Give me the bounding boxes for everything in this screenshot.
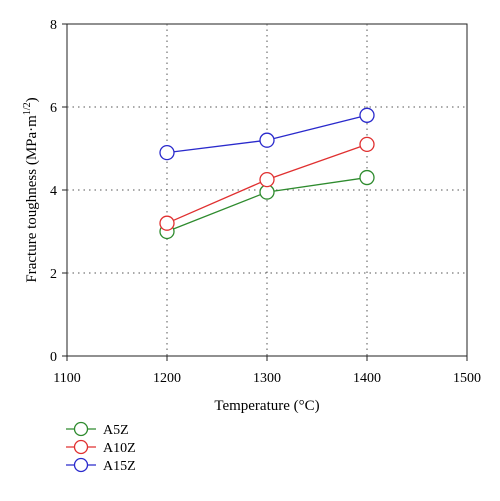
legend: A5Z A10Z A15Z bbox=[66, 421, 136, 474]
series-a10z bbox=[159, 136, 375, 231]
legend-item: A15Z bbox=[66, 457, 136, 474]
y-axis-label: Fracture toughness (MPa·m1/2) bbox=[22, 97, 40, 282]
y-axis-label-superscript: 1/2 bbox=[22, 102, 33, 115]
x-axis-ticks: 1100 1200 1300 1400 1500 bbox=[53, 356, 481, 386]
y-tick-label: 8 bbox=[50, 18, 57, 33]
legend-item: A5Z bbox=[66, 421, 129, 438]
y-tick-label: 6 bbox=[50, 101, 57, 116]
y-tick-label: 4 bbox=[50, 184, 57, 199]
data-point bbox=[359, 107, 375, 123]
x-tick-label: 1300 bbox=[253, 371, 281, 386]
series-layer bbox=[159, 107, 375, 240]
data-point bbox=[259, 171, 275, 188]
y-tick-label: 2 bbox=[50, 267, 57, 282]
y-axis-label-tail: ) bbox=[24, 97, 40, 102]
x-axis-label: Temperature (°C) bbox=[214, 398, 319, 414]
legend-item: A10Z bbox=[66, 439, 136, 456]
legend-label: A10Z bbox=[103, 441, 136, 456]
series-a15z bbox=[159, 107, 375, 161]
legend-marker bbox=[73, 439, 89, 455]
data-point bbox=[359, 169, 375, 186]
data-point bbox=[159, 215, 175, 231]
legend-label: A5Z bbox=[103, 423, 129, 438]
legend-label: A15Z bbox=[103, 459, 136, 474]
data-point bbox=[359, 136, 375, 153]
x-tick-label: 1200 bbox=[153, 371, 181, 386]
data-point bbox=[259, 132, 275, 148]
y-axis-ticks: 0 2 4 6 8 bbox=[50, 18, 67, 365]
data-point bbox=[159, 144, 175, 161]
legend-marker bbox=[73, 421, 89, 437]
legend-marker bbox=[73, 457, 89, 473]
y-tick-label: 0 bbox=[50, 350, 57, 365]
x-tick-label: 1500 bbox=[453, 371, 481, 386]
y-axis-label-main: Fracture toughness (MPa·m bbox=[24, 115, 40, 283]
x-tick-label: 1400 bbox=[353, 371, 381, 386]
x-tick-label: 1100 bbox=[53, 371, 80, 386]
